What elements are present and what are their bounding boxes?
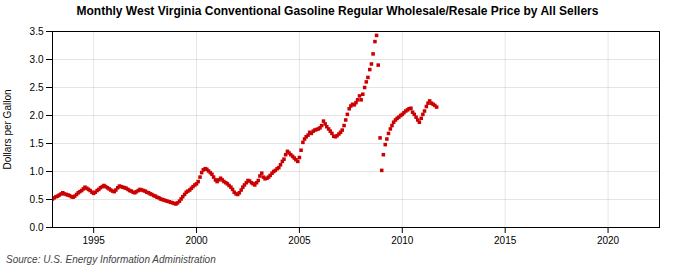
svg-text:2.5: 2.5 (30, 82, 44, 93)
svg-text:2010: 2010 (391, 235, 414, 246)
svg-text:0.0: 0.0 (30, 222, 44, 233)
svg-text:0.5: 0.5 (30, 194, 44, 205)
svg-text:1995: 1995 (83, 235, 106, 246)
svg-text:3.5: 3.5 (30, 26, 44, 37)
svg-text:3.0: 3.0 (30, 54, 44, 65)
svg-text:2020: 2020 (597, 235, 620, 246)
svg-text:2005: 2005 (288, 235, 311, 246)
svg-text:2000: 2000 (185, 235, 208, 246)
html-text:Monthly West Virginia Conventi: Monthly West Virginia Conventional Gasol… (76, 4, 599, 18)
svg-text:2.0: 2.0 (30, 110, 44, 121)
svg-text:2015: 2015 (494, 235, 517, 246)
html-text:Source: U.S. Energy Informatio: Source: U.S. Energy Information Administ… (6, 254, 216, 265)
svg-text:Dollars per Gallon: Dollars per Gallon (2, 89, 13, 169)
svg-text:1.0: 1.0 (30, 166, 44, 177)
svg-text:1.5: 1.5 (30, 138, 44, 149)
